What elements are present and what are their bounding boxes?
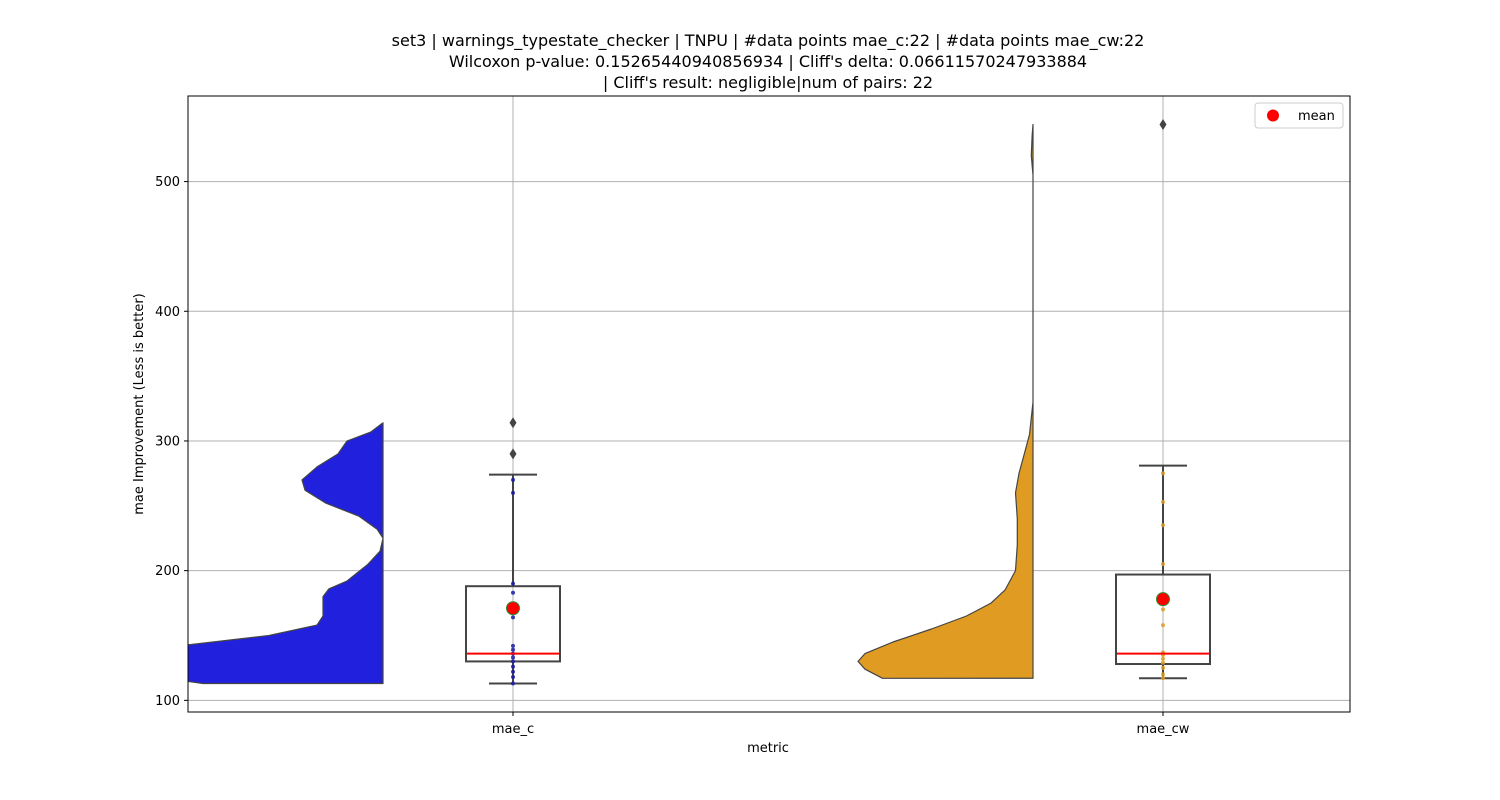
- outlier-point: [1159, 119, 1167, 131]
- data-point: [511, 681, 515, 686]
- mean-marker: [506, 601, 520, 616]
- plot-frame: [187, 95, 1351, 713]
- legend-box: [1254, 102, 1344, 129]
- y-axis-label: mae Improvement (Less is better): [132, 293, 147, 514]
- data-point: [511, 669, 515, 674]
- plot-marks: [188, 119, 1211, 686]
- y-tick-label: 300: [155, 434, 180, 449]
- title-line-3: | Cliff's result: negligible|num of pair…: [603, 73, 933, 92]
- y-tick-label: 500: [155, 175, 180, 190]
- data-point: [511, 615, 515, 620]
- mean-marker: [1156, 592, 1170, 607]
- data-point: [511, 490, 515, 495]
- data-point: [511, 674, 515, 679]
- data-point: [511, 655, 515, 660]
- x-tick-label: mae_cw: [1137, 722, 1190, 737]
- data-point: [511, 477, 515, 482]
- chart-title: set3 | warnings_typestate_checker | TNPU…: [392, 31, 1145, 92]
- group-mae_c: [188, 417, 561, 686]
- data-point: [511, 590, 515, 595]
- legend-mean-marker: [1267, 109, 1279, 122]
- data-point: [1161, 656, 1165, 661]
- data-point: [1161, 623, 1165, 628]
- data-point: [1161, 562, 1165, 567]
- data-point: [1161, 607, 1165, 612]
- data-point: [511, 581, 515, 586]
- legend: mean: [1254, 102, 1344, 129]
- y-tick-label: 200: [155, 564, 180, 579]
- axes: 100 200 300 400 500 mae_c mae_cw: [155, 95, 1351, 737]
- violin-mae_c: [188, 422, 384, 685]
- y-tick-label: 400: [155, 305, 180, 320]
- y-tick-label: 100: [155, 694, 180, 709]
- data-point: [1161, 499, 1165, 504]
- violin-mae_cw: [857, 123, 1034, 679]
- data-point: [511, 647, 515, 652]
- outlier-point: [509, 417, 517, 429]
- legend-label: mean: [1298, 109, 1335, 124]
- title-line-2: Wilcoxon p-value: 0.15265440940856934 | …: [449, 52, 1087, 71]
- group-mae_cw: [857, 119, 1211, 681]
- x-tick-label: mae_c: [492, 722, 534, 737]
- title-line-1: set3 | warnings_typestate_checker | TNPU…: [392, 31, 1145, 51]
- data-point: [1161, 676, 1165, 681]
- data-point: [511, 643, 515, 648]
- outlier-point: [509, 448, 517, 460]
- x-axis-label: metric: [747, 741, 789, 756]
- data-point: [1161, 523, 1165, 528]
- data-point: [1161, 471, 1165, 476]
- data-point: [511, 664, 515, 669]
- data-point: [1161, 660, 1165, 665]
- data-point: [511, 659, 515, 664]
- data-point: [1161, 665, 1165, 670]
- data-point: [1161, 672, 1165, 677]
